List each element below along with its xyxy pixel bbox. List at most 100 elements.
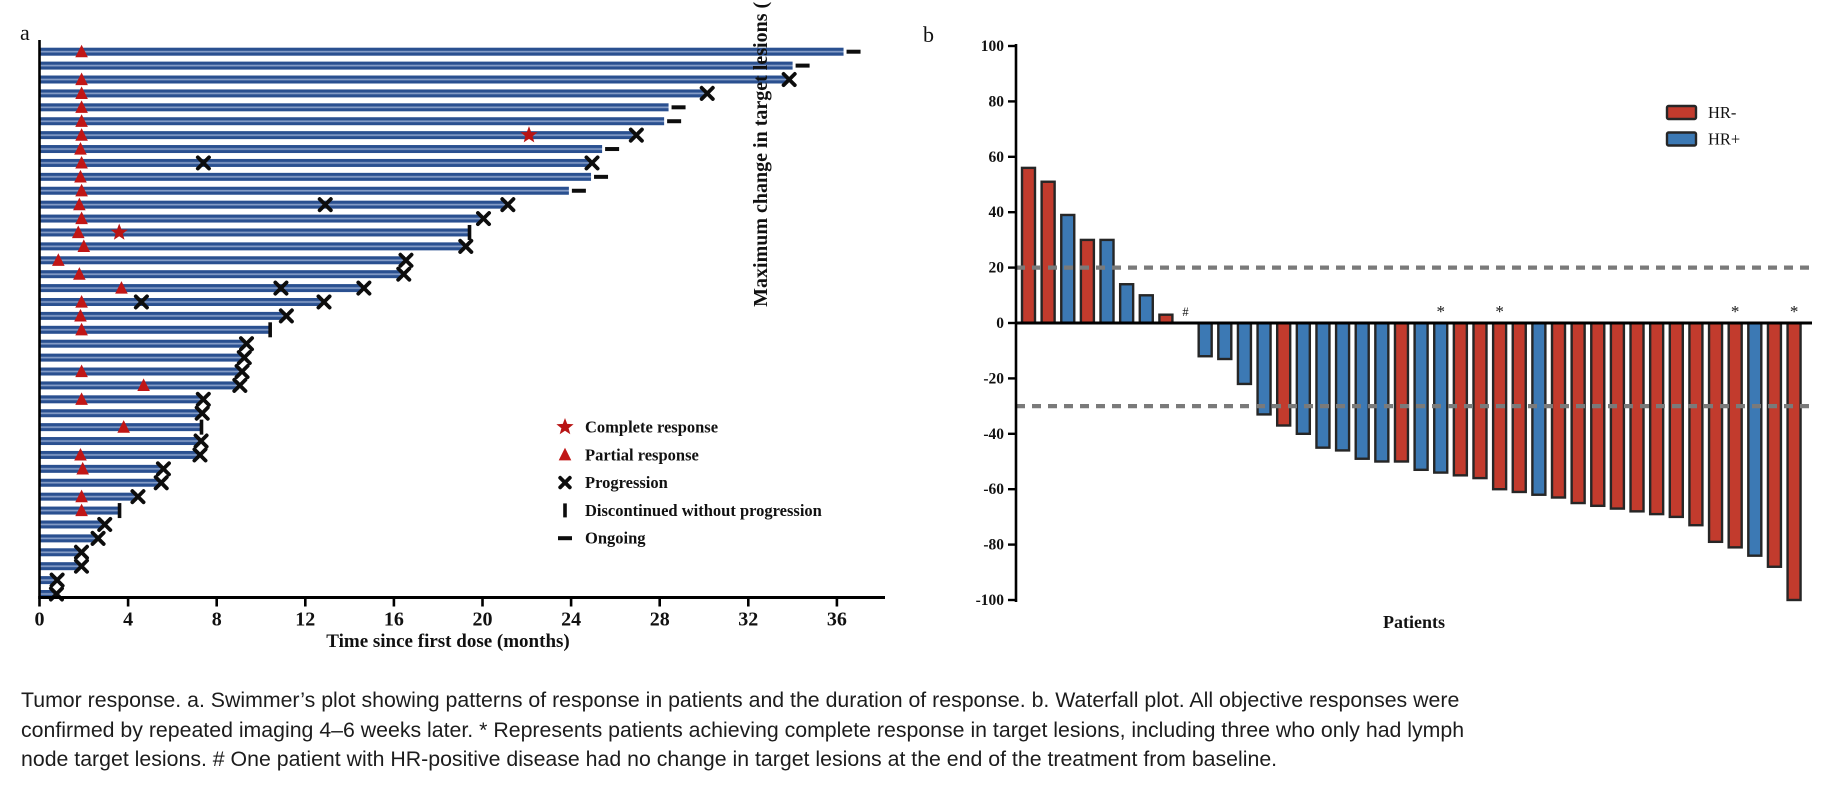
- waterfall-bar: [1550, 321, 1567, 499]
- waterfall-bar: [1374, 321, 1390, 463]
- swimmer-legend-label: Complete response: [585, 418, 718, 437]
- ongoing-dash-marker: [671, 105, 686, 110]
- waterfall-bar: [1354, 321, 1370, 460]
- progression-x-marker: [781, 72, 797, 88]
- waterfall-bar: [1786, 321, 1802, 602]
- swimmer-bar: [39, 562, 81, 571]
- swimmer-bar: [39, 339, 246, 348]
- swimmer-row: [39, 322, 272, 338]
- progression-x-marker: [628, 127, 644, 143]
- waterfall-bar: [1433, 321, 1449, 474]
- partial-response-triangle: [73, 267, 86, 280]
- swimmer-row: [39, 516, 113, 532]
- swimmer-row: [39, 100, 686, 113]
- partial-response-triangle: [75, 128, 88, 141]
- swimmer-bar: [39, 548, 81, 557]
- waterfall-y-tick-label: 20: [989, 260, 1005, 277]
- complete-response-star: [110, 223, 128, 240]
- partial-response-triangle: [75, 44, 88, 58]
- swimmer-bar: [39, 478, 161, 487]
- progression-x-marker: [238, 336, 254, 352]
- swimmer-bar: [39, 47, 844, 56]
- swimmer-bar: [39, 186, 569, 195]
- legend-discontinued-icon: [563, 503, 567, 518]
- waterfall-bar: [1079, 238, 1096, 325]
- waterfall-y-tick-label: -60: [983, 481, 1004, 498]
- swimmer-row: [39, 72, 797, 88]
- swimmer-row: [39, 572, 65, 588]
- ongoing-dash-marker: [594, 174, 609, 179]
- progression-x-marker: [278, 308, 294, 324]
- waterfall-bar: [1648, 321, 1665, 516]
- swimmer-row: [39, 461, 171, 477]
- partial-response-triangle: [74, 142, 87, 155]
- progression-x-marker: [699, 85, 715, 101]
- swimmer-bar: [39, 200, 507, 209]
- swimmer-legend-label: Ongoing: [585, 529, 646, 548]
- partial-response-triangle: [75, 294, 88, 308]
- swimmer-bar: [39, 75, 789, 84]
- swimmer-legend-label: Discontinued without progression: [585, 501, 822, 520]
- waterfall-bar: [1197, 321, 1213, 358]
- swimmer-legend-label: Partial response: [585, 445, 699, 464]
- waterfall-bar: [1531, 321, 1547, 496]
- discontinued-marker: [199, 419, 204, 435]
- ongoing-dash-marker: [667, 119, 682, 124]
- swimmer-bar: [39, 464, 163, 473]
- swimmer-row: [39, 544, 89, 560]
- swimmer-bar: [39, 61, 793, 70]
- waterfall-bar: [1334, 321, 1351, 452]
- partial-response-triangle: [75, 489, 88, 503]
- swimmer-x-tick-label: 28: [650, 609, 670, 631]
- waterfall-bar: [1315, 321, 1331, 449]
- ongoing-dash-marker: [605, 147, 620, 152]
- waterfall-plot: 100 80 60 40 20 0 -20 -40 -60 -80 -100 * * * * # HR- HR+: [976, 38, 1812, 609]
- progression-x-marker: [317, 197, 333, 213]
- swimmer-row: [39, 44, 861, 58]
- swimmer-row: [39, 377, 248, 393]
- partial-response-triangle: [117, 420, 130, 433]
- partial-response-triangle: [75, 72, 88, 86]
- partial-response-triangle: [76, 461, 89, 475]
- swimmer-row: [39, 61, 810, 70]
- partial-response-triangle: [137, 378, 150, 392]
- swimmer-bar: [39, 172, 592, 181]
- swimmer-legend-item: Progression: [558, 473, 668, 492]
- swimmer-row: [39, 280, 372, 296]
- swimmer-row: [39, 447, 208, 463]
- swimmer-bar: [39, 367, 242, 376]
- legend-swatch: [1665, 104, 1698, 121]
- waterfall-bar: [1570, 321, 1586, 505]
- legend-ongoing-icon: [558, 536, 572, 541]
- progression-x-marker: [396, 266, 412, 282]
- progression-x-marker: [273, 280, 289, 296]
- waterfall-y-tick-label: 0: [996, 315, 1004, 332]
- waterfall-bar: [1629, 321, 1645, 513]
- complete-response-asterisk: *: [1436, 302, 1445, 321]
- progression-x-marker: [153, 475, 169, 491]
- waterfall-bar: [1590, 321, 1606, 508]
- discontinued-marker: [117, 503, 122, 519]
- swimmer-legend-item: Discontinued without progression: [563, 501, 822, 520]
- panel-b-label: b: [923, 22, 934, 47]
- progression-x-marker: [49, 572, 65, 588]
- swimmer-bar: [39, 117, 665, 126]
- progression-x-marker: [155, 461, 171, 477]
- progression-x-marker: [195, 391, 211, 407]
- progression-x-marker: [476, 211, 491, 227]
- swimmer-row: [39, 308, 294, 324]
- swimmer-row: [39, 197, 516, 213]
- legend-swatch: [1665, 131, 1698, 147]
- swimmer-bar: [39, 576, 57, 585]
- waterfall-y-tick-label: 80: [989, 93, 1005, 110]
- swimmer-bar: [39, 214, 483, 223]
- swimmer-bar: [39, 520, 104, 529]
- swimmer-row: [39, 211, 491, 227]
- swimmer-row: [39, 558, 89, 574]
- caption-line-1: Tumor response. a. Swimmer’s plot showin…: [21, 688, 1460, 712]
- swimmer-bar: [39, 325, 270, 334]
- waterfall-y-tick-label: -20: [983, 370, 1004, 387]
- partial-response-triangle: [74, 169, 87, 183]
- swimmer-plot: 0 4 8 12 16 20 24 28 32 36 Complete response Partia…: [35, 40, 885, 631]
- partial-response-triangle: [75, 100, 88, 113]
